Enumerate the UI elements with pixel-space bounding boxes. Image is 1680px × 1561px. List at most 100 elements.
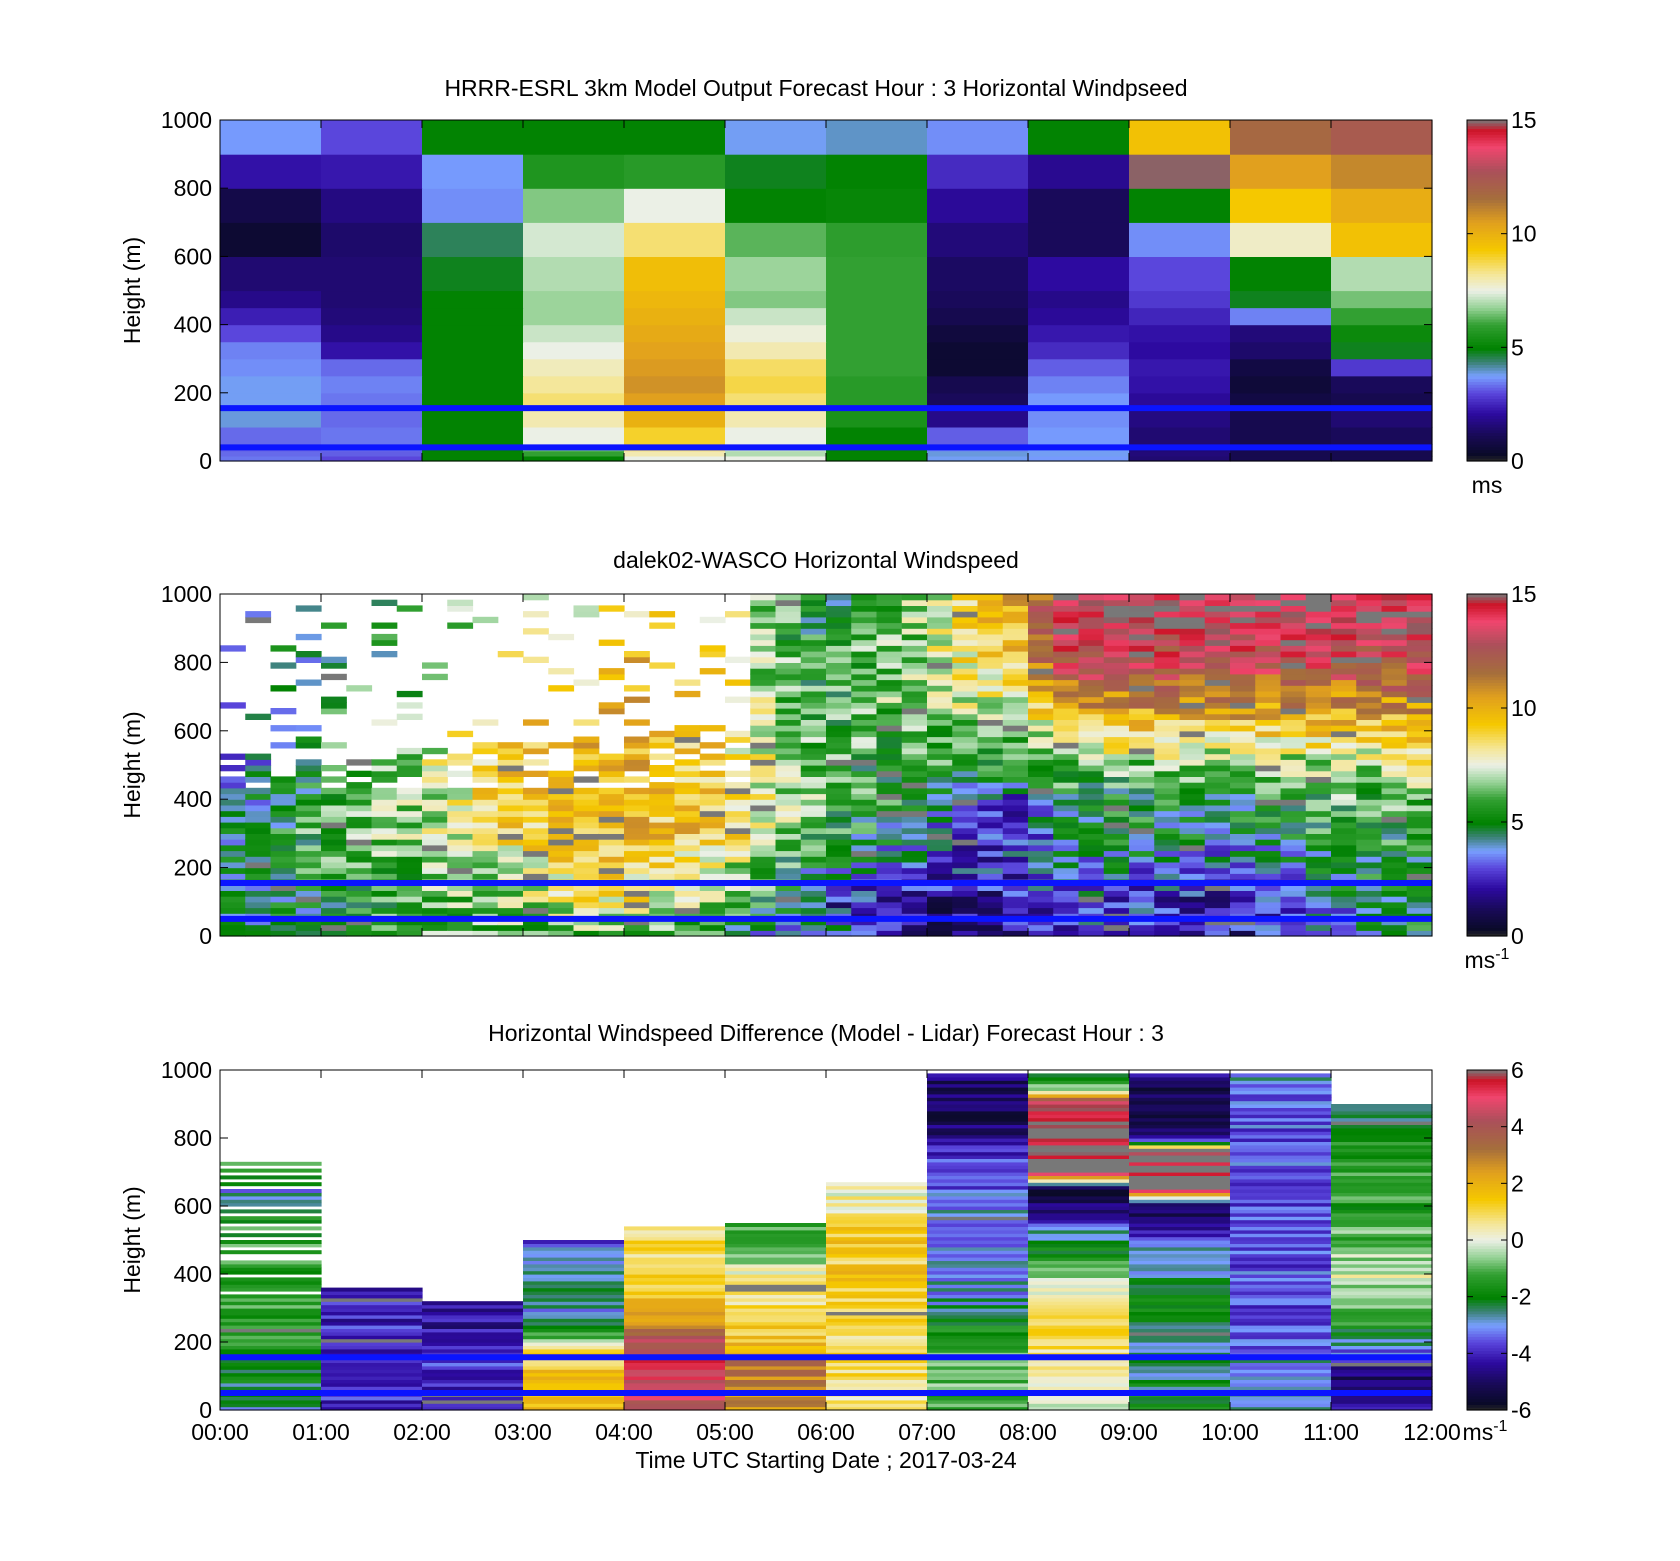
heatmap-cell bbox=[523, 1297, 625, 1302]
heatmap-cell bbox=[1230, 1182, 1332, 1187]
heatmap-cells bbox=[220, 594, 1433, 937]
heatmap-cell bbox=[1331, 804, 1357, 812]
heatmap-cell bbox=[1078, 673, 1105, 681]
heatmap-cell bbox=[725, 324, 827, 343]
heatmap-cell bbox=[1078, 822, 1105, 829]
heatmap-cell bbox=[750, 696, 777, 703]
colorbar-segment bbox=[1467, 1268, 1507, 1272]
heatmap-cell bbox=[1129, 358, 1231, 377]
heatmap-cell bbox=[1381, 656, 1408, 663]
heatmap-cell bbox=[598, 861, 625, 869]
heatmap-cell bbox=[800, 856, 827, 863]
heatmap-cell bbox=[927, 1335, 1029, 1340]
heatmap-cell bbox=[1129, 1345, 1231, 1350]
heatmap-cell bbox=[1331, 1328, 1433, 1333]
heatmap-cell bbox=[1406, 850, 1433, 857]
heatmap-cell bbox=[1154, 861, 1181, 869]
heatmap-cell bbox=[1053, 594, 1080, 601]
heatmap-cell bbox=[927, 1250, 1029, 1255]
colorbar-segment bbox=[1467, 745, 1507, 749]
heatmap-cell bbox=[1280, 765, 1307, 772]
heatmap-cell bbox=[1230, 1335, 1332, 1340]
heatmap-cell bbox=[1230, 1396, 1332, 1401]
heatmap-cell bbox=[1331, 1348, 1433, 1353]
colorbar-segment bbox=[1467, 1155, 1507, 1159]
colorbar-segment bbox=[1467, 648, 1507, 652]
heatmap-cell bbox=[952, 656, 979, 663]
heatmap-cell bbox=[1331, 736, 1357, 743]
heatmap-cell bbox=[523, 1301, 625, 1306]
heatmap-cell bbox=[851, 719, 878, 726]
heatmap-cell bbox=[245, 816, 272, 823]
heatmap-cell bbox=[1078, 708, 1105, 715]
heatmap-cell bbox=[1002, 896, 1029, 903]
colorbar-tick-label: -4 bbox=[1511, 1340, 1532, 1366]
heatmap-cell bbox=[270, 856, 297, 863]
heatmap-cell bbox=[245, 839, 272, 846]
heatmap-cell bbox=[245, 907, 272, 914]
colorbar-segment bbox=[1467, 625, 1507, 629]
heatmap-cell bbox=[826, 816, 852, 823]
heatmap-cell bbox=[422, 1338, 524, 1343]
colorbar-segment bbox=[1467, 1370, 1507, 1374]
colorbar-segment bbox=[1467, 353, 1507, 357]
colorbar-segment bbox=[1467, 719, 1507, 723]
heatmap-cell bbox=[1028, 1165, 1130, 1170]
heatmap-cell bbox=[1028, 1083, 1130, 1088]
heatmap-cell bbox=[1129, 628, 1155, 635]
heatmap-cell bbox=[952, 822, 979, 829]
heatmap-cell bbox=[396, 822, 423, 829]
heatmap-cell bbox=[497, 907, 524, 914]
heatmap-cell bbox=[876, 924, 903, 931]
heatmap-cell bbox=[1230, 708, 1256, 715]
heatmap-cell bbox=[346, 867, 373, 874]
colorbar-segment bbox=[1467, 596, 1507, 601]
heatmap-cell bbox=[1028, 645, 1054, 652]
heatmap-cell bbox=[1103, 890, 1130, 897]
heatmap-cell bbox=[295, 804, 322, 812]
heatmap-cell bbox=[1255, 594, 1282, 601]
heatmap-cell bbox=[1305, 896, 1332, 903]
heatmap-cell bbox=[220, 256, 322, 292]
heatmap-cell bbox=[1230, 1155, 1332, 1159]
heatmap-cell bbox=[800, 673, 827, 681]
heatmap-cell bbox=[1230, 1403, 1332, 1408]
heatmap-cell bbox=[1002, 759, 1029, 766]
heatmap-cell bbox=[1129, 1386, 1231, 1391]
heatmap-cell bbox=[346, 822, 373, 829]
heatmap-cell bbox=[750, 924, 777, 931]
heatmap-cell bbox=[270, 930, 297, 937]
heatmap-cell bbox=[725, 450, 827, 457]
colorbar-segment bbox=[1467, 822, 1507, 826]
heatmap-cell bbox=[1406, 702, 1433, 709]
heatmap-cell bbox=[1078, 907, 1105, 914]
heatmap-cell bbox=[1129, 1144, 1231, 1149]
heatmap-cell bbox=[1230, 725, 1256, 732]
heatmap-cell bbox=[1002, 839, 1029, 846]
heatmap-cell bbox=[1002, 713, 1029, 720]
heatmap-cell bbox=[826, 1331, 928, 1336]
heatmap-cell bbox=[927, 1195, 1029, 1200]
heatmap-cell bbox=[1381, 611, 1408, 618]
heatmap-cell bbox=[775, 713, 802, 720]
heatmap-cell bbox=[321, 341, 423, 360]
heatmap-cell bbox=[1331, 1158, 1433, 1163]
heatmap-cell bbox=[952, 690, 979, 698]
heatmap-cell bbox=[725, 930, 751, 937]
colorbar-segment bbox=[1467, 310, 1507, 314]
colorbar-segment bbox=[1467, 594, 1507, 598]
heatmap-cell bbox=[497, 822, 524, 829]
heatmap-cell bbox=[1230, 1365, 1332, 1370]
heatmap-cell bbox=[1331, 1335, 1433, 1340]
heatmap-cell bbox=[1331, 622, 1357, 629]
heatmap-cell bbox=[750, 605, 777, 612]
heatmap-cell bbox=[901, 799, 928, 806]
heatmap-cell bbox=[1381, 730, 1408, 738]
colorbar-segment bbox=[1467, 455, 1507, 459]
heatmap-cell bbox=[422, 307, 524, 326]
heatmap-cell bbox=[1331, 787, 1357, 795]
heatmap-cell bbox=[952, 833, 979, 840]
heatmap-cell bbox=[1331, 833, 1357, 840]
heatmap-cell bbox=[1002, 787, 1029, 795]
heatmap-cell bbox=[1129, 1229, 1231, 1234]
